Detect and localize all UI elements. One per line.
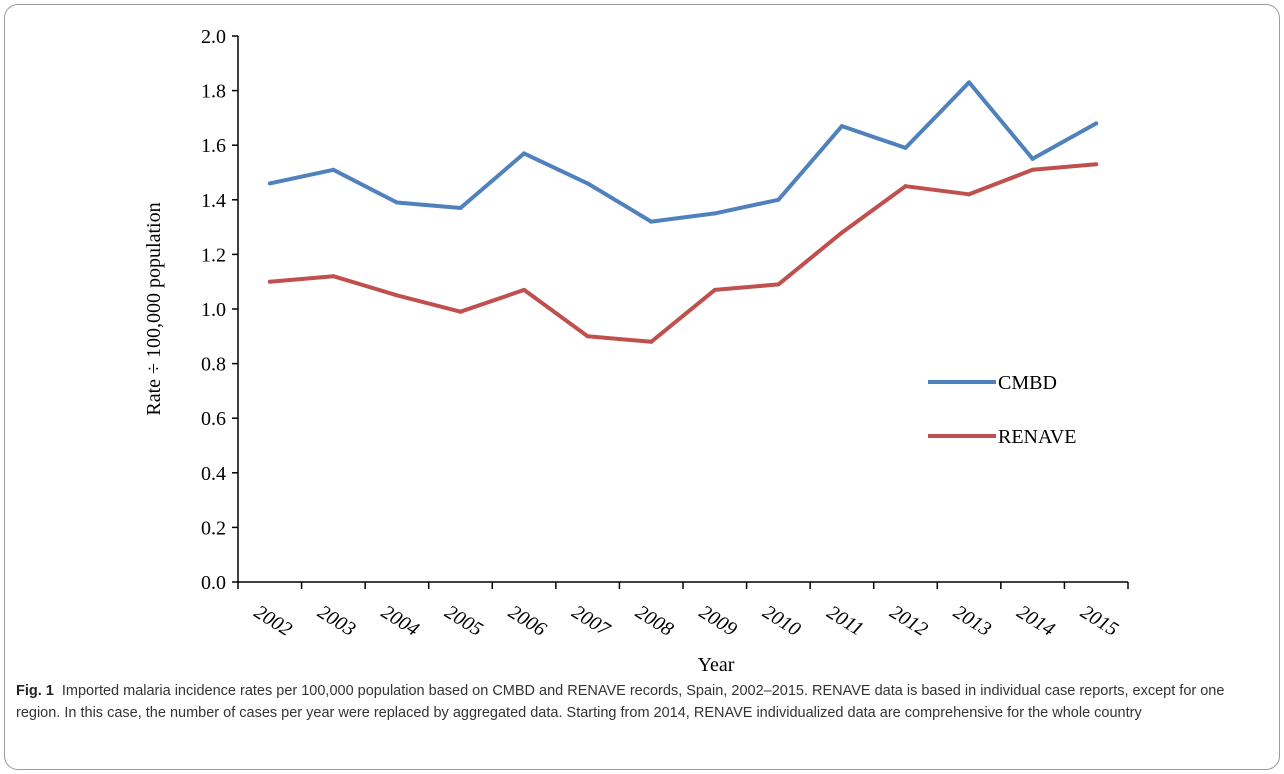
data-point-cmbd (649, 219, 654, 224)
data-point-cmbd (903, 145, 908, 150)
line-chart: 0.00.20.40.60.81.01.21.41.61.82.0 2002 20… (143, 26, 1129, 676)
series-layer (267, 80, 1099, 344)
caption-text: Imported malaria incidence rates per 100… (16, 683, 1225, 721)
x-tick-label: 2004 (377, 601, 423, 641)
y-tick-label: 1.4 (201, 190, 226, 212)
data-point-renave (967, 192, 972, 197)
x-tick-label: 2006 (504, 601, 550, 641)
data-point-cmbd (839, 124, 844, 129)
legend-label-renave: RENAVE (998, 426, 1077, 448)
figure-label: Fig. 1 (16, 683, 54, 699)
data-point-renave (649, 339, 654, 344)
figure-caption: Fig. 1 Imported malaria incidence rates p… (16, 680, 1268, 724)
data-point-renave (1094, 162, 1099, 167)
y-tick-label: 1.2 (201, 244, 226, 266)
x-tick-label: 2002 (250, 601, 296, 641)
y-tick-label: 1.8 (201, 81, 226, 103)
x-tick-label: 2012 (886, 601, 932, 641)
x-axis: 2002 2003 2004 2005 2006 2007 2008 2009 2010 2011… (237, 581, 1129, 641)
data-point-cmbd (1030, 156, 1035, 161)
y-axis: 0.0 0.2 0.4 0.6 0.8 1.0 1.2 1.4 1.6 1.8 2.0 (201, 26, 239, 594)
x-tick-label: 2011 (823, 601, 867, 640)
x-tick-label: 2003 (314, 601, 360, 641)
legend: CMBD RENAVE (928, 372, 1077, 448)
y-tick-label: 0.6 (201, 408, 226, 430)
y-tick-label: 0.8 (201, 354, 226, 376)
data-point-renave (712, 287, 717, 292)
x-tick-label: 2007 (568, 601, 614, 641)
y-tick-label: 0.2 (201, 517, 226, 539)
x-tick-label: 2008 (632, 601, 678, 641)
data-point-renave (1030, 167, 1035, 172)
x-axis-title: Year (698, 654, 735, 676)
data-point-cmbd (522, 151, 527, 156)
data-point-cmbd (776, 197, 781, 202)
data-point-cmbd (712, 211, 717, 216)
data-point-cmbd (458, 205, 463, 210)
data-point-renave (776, 282, 781, 287)
series-line-renave (269, 162, 1097, 344)
data-point-cmbd (967, 80, 972, 85)
data-point-cmbd (585, 181, 590, 186)
y-tick-label: 1.6 (201, 135, 226, 157)
y-axis-title: Rate ÷ 100,000 population (143, 202, 165, 415)
series-line-cmbd (269, 80, 1098, 224)
x-tick-label: 2013 (949, 601, 995, 641)
legend-label-cmbd: CMBD (998, 372, 1057, 394)
data-point-renave (839, 230, 844, 235)
x-tick-label: 2005 (441, 601, 487, 641)
x-tick-label: 2010 (759, 601, 805, 641)
data-point-cmbd (267, 181, 272, 186)
y-tick-label: 0.4 (201, 463, 226, 485)
data-point-renave (394, 293, 399, 298)
x-tick-label: 2014 (1013, 601, 1059, 641)
data-point-cmbd (394, 200, 399, 205)
figure-frame (4, 4, 1280, 770)
x-tick-label: 2015 (1077, 601, 1123, 641)
data-point-renave (585, 334, 590, 339)
data-point-renave (522, 287, 527, 292)
y-tick-label: 0.0 (201, 572, 226, 594)
y-tick-label: 1.0 (201, 299, 226, 321)
data-point-renave (331, 274, 336, 279)
y-tick-label: 2.0 (201, 26, 226, 48)
data-point-renave (267, 279, 272, 284)
data-point-cmbd (1094, 121, 1099, 126)
data-point-cmbd (331, 167, 336, 172)
x-tick-label: 2009 (695, 601, 741, 641)
data-point-renave (458, 309, 463, 314)
data-point-renave (903, 184, 908, 189)
